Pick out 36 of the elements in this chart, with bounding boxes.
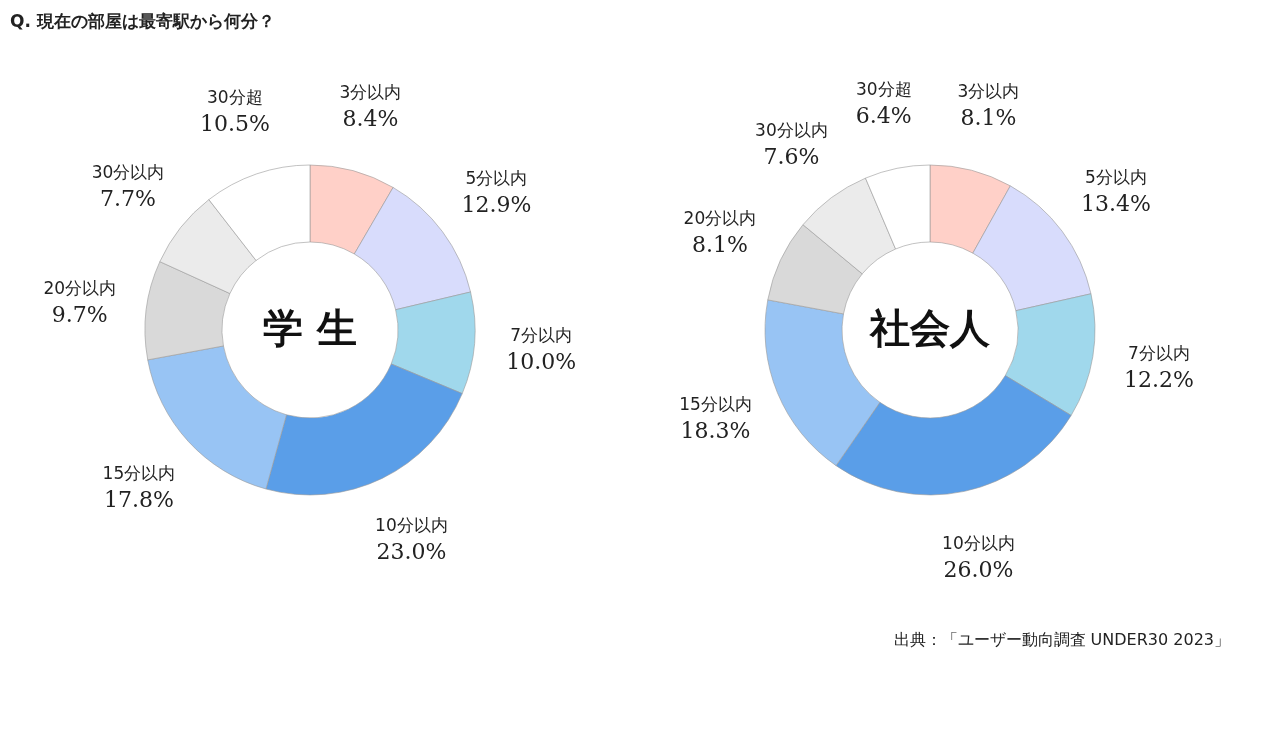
data-label: 26.0%	[943, 556, 1014, 582]
data-label: 7.7%	[100, 186, 156, 212]
data-label: 18.3%	[680, 418, 751, 444]
slice-label: 30分以内	[91, 162, 165, 183]
slice-label: 3分以内	[957, 81, 1020, 102]
text: 社会人	[869, 304, 991, 351]
slice-label: 15分以内	[679, 394, 752, 415]
slice-label: 30分以内	[755, 119, 828, 140]
slice-label: 30分超	[855, 78, 912, 99]
slice-label: 10分以内	[375, 514, 448, 535]
data-label: 6.4%	[855, 102, 912, 128]
data-label: 8.1%	[960, 105, 1017, 131]
slice-label: 10分以内	[942, 532, 1015, 553]
data-label: 13.4%	[1080, 191, 1151, 217]
slice-label: 20分以内	[43, 277, 117, 298]
slice-label: 15分以内	[102, 462, 176, 483]
text: Q. 現在の部屋は最寄駅から何分？	[10, 11, 275, 31]
slice-label: 5分以内	[1084, 167, 1147, 188]
slice-label: 7分以内	[1128, 343, 1190, 364]
text: 学 生	[263, 304, 357, 351]
data-label: 8.1%	[691, 231, 748, 257]
data-label: 12.9%	[461, 191, 532, 217]
data-label: 8.4%	[342, 106, 399, 132]
data-label: 23.0%	[376, 538, 447, 564]
data-label: 9.7%	[51, 301, 108, 327]
data-label: 10.0%	[506, 348, 577, 374]
slice-label: 7分以内	[510, 324, 573, 345]
data-label: 12.2%	[1124, 367, 1194, 393]
slice-label: 3分以内	[339, 82, 402, 103]
source-note: 出典：「ユーザー動向調査 UNDER30 2023」	[893, 630, 1230, 649]
data-label: 17.8%	[103, 486, 174, 512]
slice-label: 20分以内	[683, 207, 757, 228]
data-label: 7.6%	[763, 143, 820, 169]
slice-label: 30分超	[207, 86, 263, 107]
slice-label: 5分以内	[465, 167, 528, 188]
data-label: 10.5%	[199, 110, 270, 136]
